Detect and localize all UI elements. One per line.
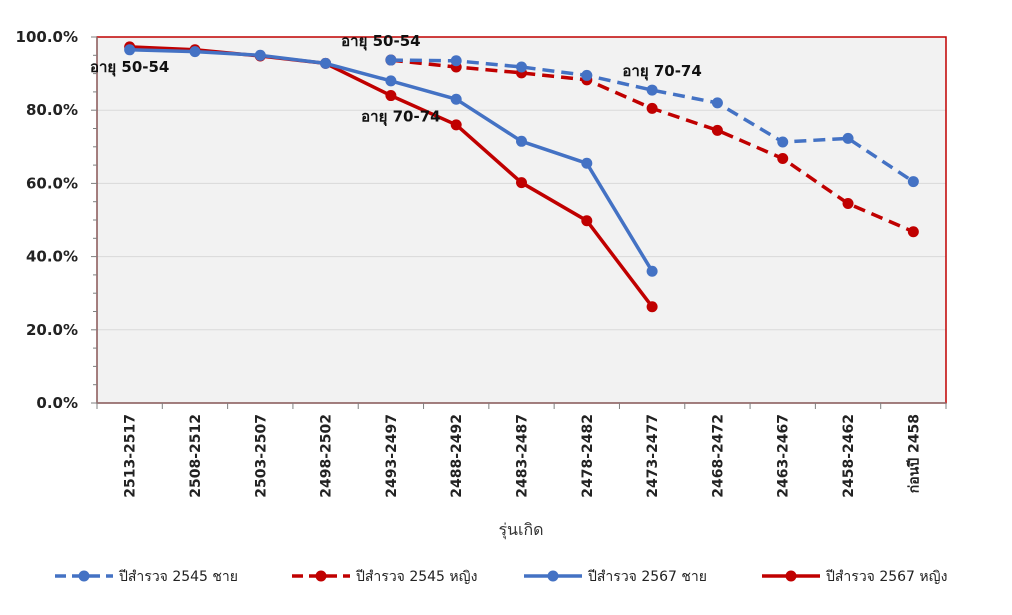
x-tick-label: 2478-2482: [580, 414, 596, 498]
data-point: [189, 46, 201, 58]
data-point: [581, 69, 593, 81]
data-point: [516, 135, 527, 147]
x-tick-label: 2498-2502: [319, 414, 335, 498]
y-tick-label: 80.0%: [26, 101, 78, 119]
data-point: [711, 97, 723, 109]
data-point: [124, 44, 136, 56]
annotation-label: อายุ 50-54: [90, 58, 169, 77]
annotation-label: อายุ 70-74: [361, 108, 440, 127]
legend: ปีสำรวจ 2545 ชาย ปีสำรวจ 2545 หญิง ปีสำรวจ…: [55, 569, 947, 585]
legend-label: ปีสำรวจ 2567 ชาย: [588, 569, 707, 585]
data-point: [450, 55, 462, 67]
x-tick-label: 2503-2507: [253, 414, 269, 498]
data-point: [907, 176, 919, 188]
x-tick-label: 2468-2472: [710, 414, 726, 498]
data-point: [320, 57, 332, 69]
plot-area-background: [97, 37, 946, 403]
x-tick-label: 2508-2512: [188, 414, 204, 498]
legend-swatch-marker: [78, 570, 90, 582]
series-group: [124, 41, 919, 313]
data-point: [385, 54, 397, 66]
series-1: [385, 54, 919, 188]
data-point: [581, 215, 593, 227]
x-axis-title: รุ่นเกิด: [498, 520, 543, 540]
annotation-label: อายุ 50-54: [341, 32, 420, 51]
data-point: [777, 153, 789, 165]
data-point: [516, 61, 527, 73]
data-point: [646, 84, 658, 96]
y-tick-label: 60.0%: [26, 174, 78, 192]
legend-item: ปีสำรวจ 2567 หญิง: [762, 569, 947, 585]
x-tick-label: 2483-2487: [515, 414, 531, 498]
y-tick-label: 100.0%: [16, 28, 78, 46]
legend-item: ปีสำรวจ 2545 ชาย: [55, 569, 238, 585]
data-point: [385, 90, 397, 102]
data-point: [254, 49, 266, 61]
data-point: [646, 301, 658, 313]
x-tick-label: 2463-2467: [776, 414, 792, 498]
legend-item: ปีสำรวจ 2545 หญิง: [292, 569, 477, 585]
x-tick-label: 2458-2462: [841, 414, 857, 498]
data-point: [581, 157, 593, 169]
y-tick-label: 0.0%: [36, 394, 78, 412]
legend-label: ปีสำรวจ 2545 ชาย: [119, 569, 238, 585]
data-point: [516, 177, 527, 189]
x-tick-label: ก่อนปี 2458: [906, 414, 922, 493]
legend-label: ปีสำรวจ 2567 หญิง: [826, 569, 948, 585]
data-point: [777, 136, 789, 148]
x-tick-label: 2473-2477: [645, 414, 661, 498]
data-point: [646, 102, 658, 114]
legend-label: ปีสำรวจ 2545 หญิง: [356, 569, 478, 585]
legend-swatch-marker: [547, 570, 559, 582]
x-tick-label: 2513-2517: [123, 414, 139, 498]
x-tick-label: 2493-2497: [384, 414, 400, 498]
y-tick-label: 20.0%: [26, 321, 78, 339]
series-line: [390, 58, 915, 184]
legend-swatch-marker: [785, 570, 797, 582]
data-point: [450, 93, 462, 105]
data-point: [907, 226, 919, 238]
annotation-label: อายุ 70-74: [622, 62, 701, 81]
series-2: [385, 54, 919, 238]
legend-swatch-marker: [315, 570, 327, 582]
x-tick-label: 2488-2492: [449, 414, 465, 498]
annotations: อายุ 50-54 อายุ 50-54 อายุ 70-74 อายุ 70-74: [90, 32, 702, 127]
data-point: [646, 265, 658, 277]
data-point: [711, 124, 723, 136]
y-tick-label: 40.0%: [26, 248, 78, 266]
legend-item: ปีสำรวจ 2567 ชาย: [524, 569, 707, 585]
data-point: [842, 198, 854, 210]
axis-ticks: 0.0% 20.0% 40.0% 60.0% 80.0% 100.0% 2513-2517 2…: [16, 28, 947, 498]
data-point: [385, 75, 397, 87]
series-3: [124, 44, 658, 277]
data-point: [842, 132, 854, 144]
data-point: [450, 119, 462, 131]
